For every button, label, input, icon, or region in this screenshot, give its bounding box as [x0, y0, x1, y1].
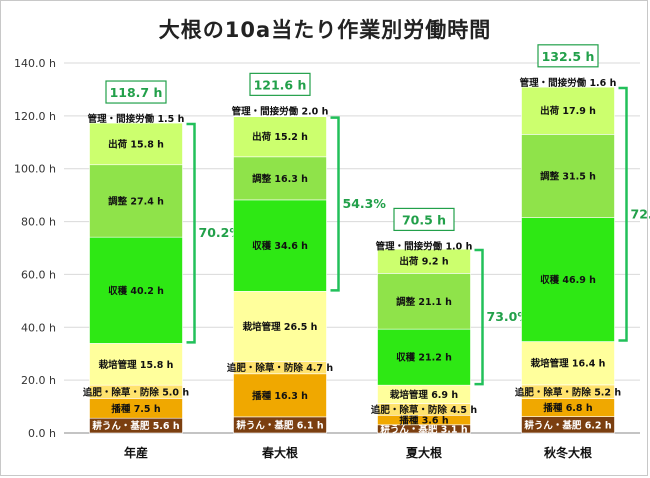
segment-label: 収穫 34.6 h [252, 240, 308, 252]
bar-segment [233, 156, 327, 201]
x-category-label: 秋冬大根 [544, 445, 592, 460]
segment-label: 収穫 21.2 h [396, 352, 452, 364]
bar-segment [89, 236, 183, 344]
chart-title: 大根の10a当たり作業別労働時間 [158, 18, 492, 42]
segment-label: 出荷 15.2 h [252, 131, 308, 143]
segment-label: 追肥・除草・防除 5.0 h [83, 386, 189, 398]
bar-segment [233, 116, 327, 158]
total-box [249, 72, 311, 96]
segment-label: 調整 27.4 h [108, 195, 164, 207]
segment-label: 管理・間接労働 1.0 h [376, 240, 473, 252]
segment-label: 耕うん・基肥 5.6 h [92, 420, 179, 432]
segment-label: 播種 3.6 h [399, 415, 448, 427]
bar-segment [233, 111, 327, 117]
bar-segment [377, 246, 471, 250]
y-tick-label: 60.0 h [21, 268, 56, 281]
segment-label: 栽培管理 26.5 h [243, 321, 318, 333]
segment-label: 耕うん・基肥 3.1 h [380, 423, 467, 435]
segment-label: 調整 16.3 h [252, 173, 308, 185]
total-box [537, 44, 599, 68]
y-tick-label: 140.0 h [14, 57, 56, 70]
segment-label: 出荷 9.2 h [399, 256, 448, 268]
y-tick-label: 100.0 h [14, 163, 56, 176]
bar-segment [233, 199, 327, 292]
bar-segment [377, 273, 471, 330]
segment-label: 播種 16.3 h [252, 390, 308, 402]
y-tick-label: 80.0 h [21, 216, 56, 229]
total-label: 121.6 h [254, 77, 307, 92]
bracket [186, 122, 196, 344]
total-box [105, 80, 167, 104]
bar-segment [521, 82, 615, 88]
bracket [330, 116, 340, 292]
segment-label: 追肥・除草・防除 5.2 h [515, 386, 621, 398]
bar-segment [89, 122, 183, 166]
bar-segment [377, 248, 471, 274]
bar-segment [521, 134, 615, 218]
x-category-label: 夏大根 [406, 445, 442, 460]
total-box [393, 207, 455, 232]
x-category-label: 春大根 [261, 445, 298, 460]
segment-label: 追肥・除草・防除 4.7 h [227, 362, 333, 374]
bracket [618, 86, 628, 342]
segment-label: 収穫 40.2 h [108, 285, 164, 297]
bracket-percent: 54.3% [343, 196, 387, 211]
bracket-percent: 73.0% [487, 309, 531, 324]
bar-segment [521, 86, 615, 135]
segment-label: 出荷 15.8 h [108, 138, 164, 150]
bar-segment [89, 118, 183, 124]
segment-label: 調整 21.1 h [396, 296, 452, 308]
y-tick-label: 20.0 h [21, 374, 56, 387]
bracket-percent: 72.7% [631, 206, 650, 221]
segment-label: 栽培管理 15.8 h [99, 359, 174, 371]
segment-label: 耕うん・基肥 6.2 h [524, 419, 611, 431]
segment-label: 管理・間接労働 2.0 h [232, 105, 329, 117]
segment-label: 出荷 17.9 h [540, 105, 596, 117]
bar-segment [233, 291, 327, 362]
bracket [474, 248, 484, 386]
segment-label: 栽培管理 16.4 h [531, 358, 606, 370]
total-label: 118.7 h [110, 85, 163, 100]
segment-label: 管理・間接労働 1.5 h [88, 113, 185, 125]
segment-label: 管理・間接労働 1.6 h [520, 77, 617, 89]
y-tick-label: 120.0 h [14, 110, 56, 123]
segment-label: 調整 31.5 h [540, 170, 596, 182]
bar-segment [521, 217, 615, 342]
x-category-label: 年産 [124, 445, 148, 460]
bar-segment [89, 343, 183, 386]
bar-segment [233, 373, 327, 418]
segment-label: 追肥・除草・防除 4.5 h [371, 404, 477, 416]
segment-label: 播種 7.5 h [111, 403, 160, 415]
segment-label: 播種 6.8 h [543, 402, 592, 414]
segment-label: 耕うん・基肥 6.1 h [236, 419, 323, 431]
bracket-percent: 70.2% [199, 225, 243, 240]
segment-label: 収穫 46.9 h [540, 274, 596, 286]
total-label: 132.5 h [542, 49, 595, 64]
y-tick-label: 0.0 h [28, 427, 56, 440]
total-label: 70.5 h [402, 212, 446, 227]
segment-label: 栽培管理 6.9 h [390, 389, 458, 401]
y-tick-label: 40.0 h [21, 321, 56, 334]
